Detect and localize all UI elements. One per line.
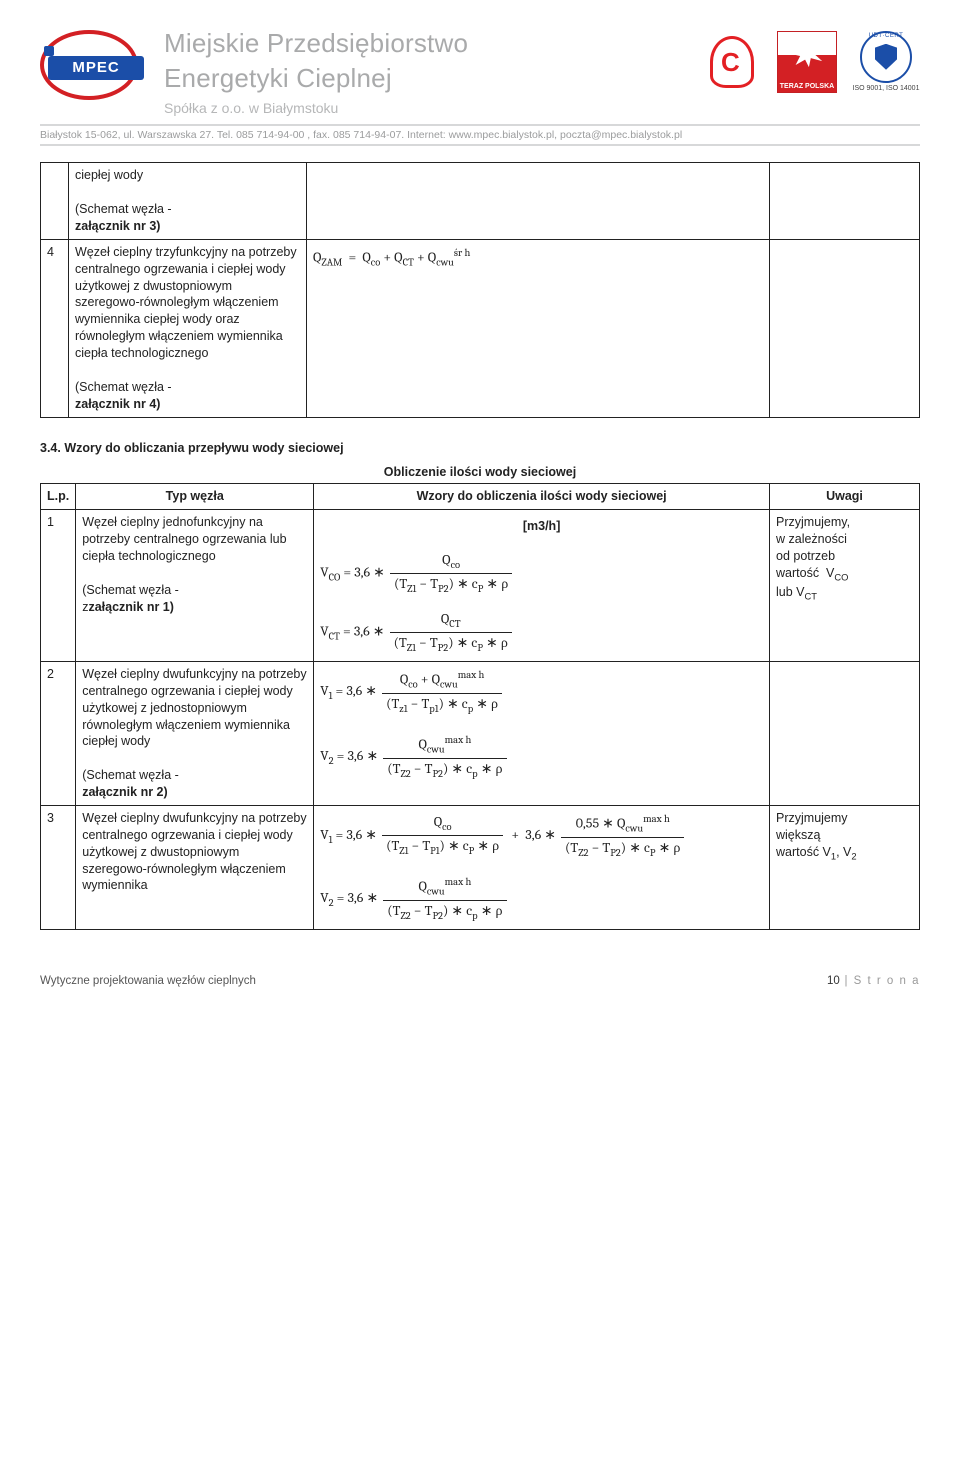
company-subtitle: Spółka z o.o. w Białymstoku xyxy=(164,99,688,118)
text: ciepłej wody xyxy=(75,168,143,182)
badge-cieplo xyxy=(702,30,762,94)
uwagi-line: w zależności xyxy=(776,532,847,546)
zalacznik-text: zzałącznik nr 1) xyxy=(82,600,174,614)
badge-iso: ISO 9001, ISO 14001 xyxy=(852,30,920,94)
table1-continuation: ciepłej wody (Schemat węzła - załącznik … xyxy=(40,162,920,417)
iso-label: ISO 9001, ISO 14001 xyxy=(853,84,920,93)
cell-formula: V1 = 3,6 ∗ Qco (TZ1 − TP1) ∗ cP ∗ ρ + 3,… xyxy=(314,805,770,929)
table-row: 2 Węzeł cieplny dwufunkcyjny na potrzeby… xyxy=(41,661,920,805)
company-line-1: Miejskie Przedsiębiorstwo xyxy=(164,26,688,61)
formula-v2b: V2 = 3,6 ∗ Qcwumax h (TZ2 − TP2) ∗ cp ∗ … xyxy=(320,873,763,925)
cell-type: Węzeł cieplny dwufunkcyjny na potrzeby c… xyxy=(76,805,314,929)
uwagi-line: lub VCT xyxy=(776,585,817,599)
formula-vct: VCT = 3,6 ∗ QCT (TZ1 − TP2) ∗ cP ∗ ρ xyxy=(320,608,763,657)
cell-formula: QZAM = Qco + QCT + Qcwuśr h xyxy=(307,239,770,417)
page-header: MPEC Miejskie Przedsiębiorstwo Energetyk… xyxy=(40,24,920,118)
cell-idx: 3 xyxy=(41,805,76,929)
cell-type: Węzeł cieplny jednofunkcyjny na potrzeby… xyxy=(76,510,314,662)
badge-teraz-polska: TERAZ POLSKA xyxy=(776,30,838,94)
uwagi-line: wartość V1, V2 xyxy=(776,845,857,859)
company-line-2: Energetyki Cieplnej xyxy=(164,61,688,96)
formula-v1-sum: V1 = 3,6 ∗ Qco (TZ1 − TP1) ∗ cP ∗ ρ + 3,… xyxy=(320,810,763,862)
cell-type-prev: ciepłej wody (Schemat węzła - załącznik … xyxy=(69,163,307,240)
cell-type: Węzeł cieplny dwufunkcyjny na potrzeby c… xyxy=(76,661,314,805)
table-row: 3 Węzeł cieplny dwufunkcyjny na potrzeby… xyxy=(41,805,920,929)
cell-formula-empty xyxy=(307,163,770,240)
cell-formula: V1 = 3,6 ∗ Qco + Qcwumax h (Tz1 − Tp1) ∗… xyxy=(314,661,770,805)
zalacznik-text: załącznik nr 4) xyxy=(75,397,160,411)
cell-idx: 1 xyxy=(41,510,76,662)
uwagi-line: Przyjmujemy xyxy=(776,811,848,825)
cell-type: Węzeł cieplny trzyfunkcyjny na potrzeby … xyxy=(69,239,307,417)
formula-vco: VCO = 3,6 ∗ Qco (TZ1 − TP2) ∗ cP ∗ ρ xyxy=(320,549,763,598)
table1: ciepłej wody (Schemat węzła - załącznik … xyxy=(40,162,920,417)
cell-unit: [m3/h] xyxy=(314,510,770,545)
cell-uwagi-empty xyxy=(770,239,920,417)
page-sep: | xyxy=(840,975,854,987)
cell-idx: 4 xyxy=(41,239,69,417)
table2-title: Obliczenie ilości wody sieciowej xyxy=(40,464,920,481)
footer-left: Wytyczne projektowania węzłów cieplnych xyxy=(40,974,256,990)
logo-label: MPEC xyxy=(48,56,144,80)
type-paragraph: Węzeł cieplny dwufunkcyjny na potrzeby c… xyxy=(82,811,306,893)
table-row: ciepłej wody (Schemat węzła - załącznik … xyxy=(41,163,920,240)
teraz-polska-icon: TERAZ POLSKA xyxy=(777,31,837,93)
uwagi-line: większą xyxy=(776,828,820,842)
formula-v2: V2 = 3,6 ∗ Qcwumax h (TZ2 − TP2) ∗ cp ∗ … xyxy=(320,731,763,783)
table2: L.p. Typ węzła Wzory do obliczenia ilośc… xyxy=(40,483,920,930)
page-number: 10 xyxy=(827,975,840,987)
th-wzory: Wzory do obliczenia ilości wody sieciowe… xyxy=(314,484,770,510)
page-footer: Wytyczne projektowania węzłów cieplnych … xyxy=(40,974,920,990)
mpec-logo: MPEC xyxy=(40,24,150,106)
page-word: S t r o n a xyxy=(854,975,920,987)
footer-right: 10 | S t r o n a xyxy=(827,974,920,990)
schema-text: (Schemat węzła - xyxy=(82,583,179,597)
cell-uwagi-empty xyxy=(770,163,920,240)
formula-qzam: QZAM = Qco + QCT + Qcwuśr h xyxy=(313,244,763,272)
section-title: 3.4. Wzory do obliczania przepływu wody … xyxy=(40,440,920,457)
cell-uwagi-empty xyxy=(770,661,920,805)
th-typ: Typ węzła xyxy=(76,484,314,510)
cell-uwagi: Przyjmujemy większą wartość V1, V2 xyxy=(770,805,920,929)
unit-label: [m3/h] xyxy=(320,514,763,541)
cell-idx: 2 xyxy=(41,661,76,805)
table-head-row: L.p. Typ węzła Wzory do obliczenia ilośc… xyxy=(41,484,920,510)
type-paragraph: Węzeł cieplny dwufunkcyjny na potrzeby c… xyxy=(82,667,306,749)
document-page: MPEC Miejskie Przedsiębiorstwo Energetyk… xyxy=(0,0,960,1010)
formula-v1: V1 = 3,6 ∗ Qco + Qcwumax h (Tz1 − Tp1) ∗… xyxy=(320,666,763,718)
address-bar: Białystok 15-062, ul. Warszawska 27. Tel… xyxy=(40,124,920,146)
th-uwagi: Uwagi xyxy=(770,484,920,510)
text: załącznik nr 3) xyxy=(75,219,160,233)
iso-ring-icon xyxy=(860,31,912,83)
type-paragraph: Węzeł cieplny jednofunkcyjny na potrzeby… xyxy=(82,515,286,563)
teraz-polska-label: TERAZ POLSKA xyxy=(778,82,836,91)
text: (Schemat węzła - xyxy=(75,202,172,216)
uwagi-line: od potrzeb xyxy=(776,549,835,563)
cell-idx-empty xyxy=(41,163,69,240)
schema-text: (Schemat węzła - xyxy=(82,768,179,782)
type-paragraph: Węzeł cieplny trzyfunkcyjny na potrzeby … xyxy=(75,245,297,360)
cell-uwagi: Przyjmujemy, w zależności od potrzeb war… xyxy=(770,510,920,662)
logo-tab xyxy=(44,46,54,56)
uwagi-line: Przyjmujemy, xyxy=(776,515,850,529)
iso-shield-icon xyxy=(875,44,897,70)
schema-text: (Schemat węzła - xyxy=(75,380,172,394)
header-badges: TERAZ POLSKA ISO 9001, ISO 14001 xyxy=(702,30,920,94)
table-row: 4 Węzeł cieplny trzyfunkcyjny na potrzeb… xyxy=(41,239,920,417)
th-lp: L.p. xyxy=(41,484,76,510)
cieplo-icon xyxy=(710,36,754,88)
table-row: 1 Węzeł cieplny jednofunkcyjny na potrze… xyxy=(41,510,920,545)
zalacznik-text: załącznik nr 2) xyxy=(82,785,167,799)
header-text: Miejskie Przedsiębiorstwo Energetyki Cie… xyxy=(164,24,688,118)
uwagi-line: wartość VCO xyxy=(776,566,848,580)
cell-formula: VCO = 3,6 ∗ Qco (TZ1 − TP2) ∗ cP ∗ ρ VCT… xyxy=(314,545,770,661)
